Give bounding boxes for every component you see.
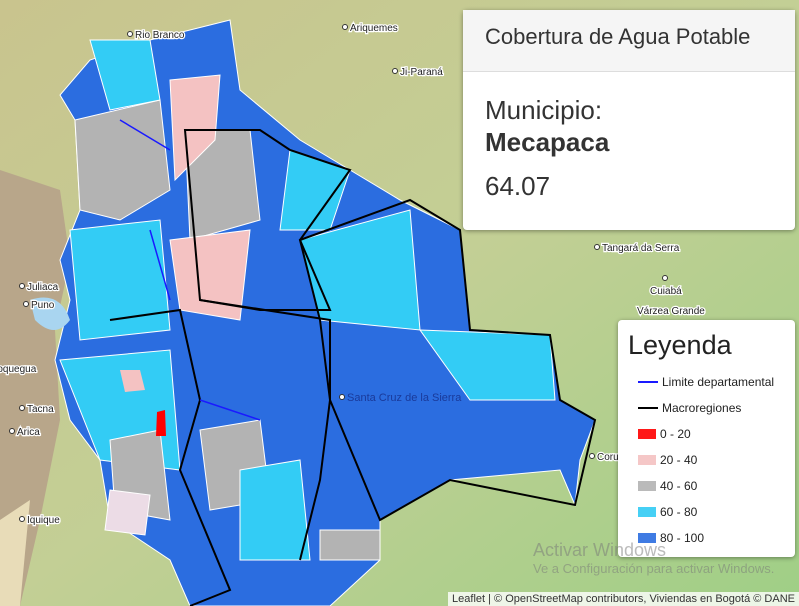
watermark-title: Activar Windows xyxy=(533,540,667,560)
city-label: Ji-Paraná xyxy=(400,67,443,78)
legend-symbol xyxy=(638,533,656,543)
legend-item: 40 - 60 xyxy=(638,479,697,493)
info-value: 64.07 xyxy=(485,171,551,201)
city-label: Puno xyxy=(31,300,55,311)
legend-symbol xyxy=(638,407,658,409)
legend-label: Limite departamental xyxy=(662,375,775,389)
city-label: Rio Branco xyxy=(135,30,185,41)
city-label: Juliaca xyxy=(27,282,59,293)
city-dot xyxy=(19,283,25,289)
city-label: Santa Cruz de la Sierra xyxy=(347,392,462,404)
region xyxy=(156,410,166,436)
city-dot xyxy=(594,244,600,250)
macroregion-border xyxy=(109,299,331,606)
info-name: Mecapaca xyxy=(485,127,610,157)
region xyxy=(169,229,251,321)
region xyxy=(419,329,556,401)
city-label: Arica xyxy=(17,427,40,438)
legend-item: 80 - 100 xyxy=(638,531,704,545)
city-dot xyxy=(392,68,398,74)
desert xyxy=(0,500,30,606)
legend-symbol xyxy=(638,381,658,383)
city-dot xyxy=(127,31,133,37)
region xyxy=(104,489,151,536)
info-panel: Cobertura de Agua Potable Municipio: Mec… xyxy=(463,10,795,230)
legend-item: 0 - 20 xyxy=(638,427,691,441)
legend-label: 20 - 40 xyxy=(660,453,698,467)
legend-title: Leyenda xyxy=(628,330,732,360)
watermark: Activar Windows Ve a Configuración para … xyxy=(533,540,774,576)
region xyxy=(169,74,221,182)
department-border xyxy=(119,119,261,421)
legend-label: 40 - 60 xyxy=(660,479,698,493)
legend-label: 0 - 20 xyxy=(660,427,691,441)
legend: Leyenda Limite departamental Macroregione… xyxy=(618,320,795,557)
region xyxy=(319,529,381,561)
region xyxy=(89,39,161,111)
region xyxy=(69,219,171,341)
legend-item: Macroregiones xyxy=(638,401,741,415)
info-label: Municipio: xyxy=(485,95,603,125)
lake xyxy=(30,297,70,330)
city-label: Várzea Grande xyxy=(637,306,705,317)
city-dot xyxy=(339,394,345,400)
city-label: Tacna xyxy=(27,404,54,415)
city-dot xyxy=(19,516,25,522)
city-dot xyxy=(662,275,668,281)
city-dot xyxy=(9,428,15,434)
city-label: Tangará da Serra xyxy=(602,243,680,254)
legend-symbol xyxy=(638,429,656,439)
city-label: Moquegua xyxy=(0,364,37,375)
watermark-text: Ve a Configuración para activar Windows. xyxy=(533,561,775,576)
legend-symbol xyxy=(638,455,656,465)
region xyxy=(239,459,311,561)
city-dot xyxy=(23,301,29,307)
legend-item: 60 - 80 xyxy=(638,505,697,519)
info-title: Cobertura de Agua Potable xyxy=(463,10,795,72)
legend-symbol xyxy=(638,481,656,491)
city-dot xyxy=(589,453,595,459)
city-label: Ariquemes xyxy=(350,23,398,34)
andes xyxy=(0,170,70,606)
city-dot xyxy=(19,405,25,411)
city-label: Cuiabá xyxy=(650,286,682,297)
legend-item: 20 - 40 xyxy=(638,453,697,467)
legend-label: 60 - 80 xyxy=(660,505,698,519)
attribution[interactable]: Leaflet | © OpenStreetMap contributors, … xyxy=(448,592,799,606)
legend-symbol xyxy=(638,507,656,517)
city-label: Iquique xyxy=(27,515,60,526)
legend-item: Limite departamental xyxy=(638,375,774,389)
region xyxy=(120,370,145,392)
city-dot xyxy=(342,24,348,30)
legend-label: 80 - 100 xyxy=(660,531,705,545)
legend-label: Macroregiones xyxy=(662,401,742,415)
